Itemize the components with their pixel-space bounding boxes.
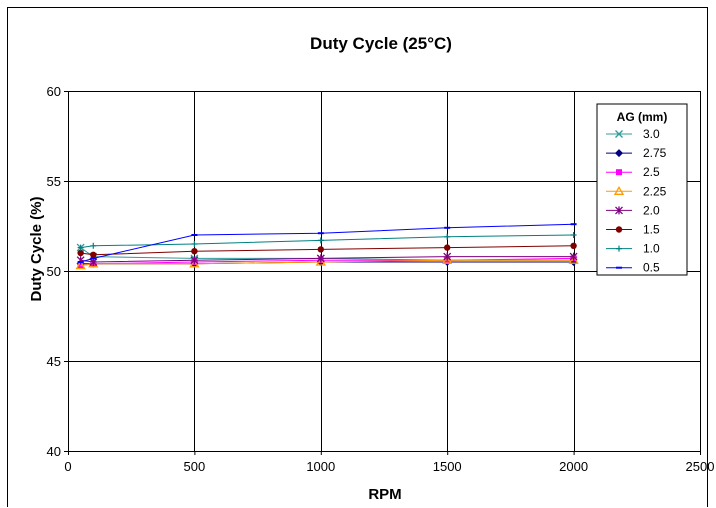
legend-entry: 2.25 [606, 184, 667, 198]
data-point [444, 244, 451, 251]
data-point [443, 252, 452, 261]
legend-label: 2.0 [643, 203, 660, 217]
x-tick-label: 2500 [686, 459, 715, 474]
legend-entry: 1.0 [606, 242, 660, 256]
data-point [75, 260, 86, 270]
legend: AG (mm) 3.0 2.75 2.5 2.25 2.0 1.5 1.0 0.5 [596, 103, 688, 276]
x-axis-title: RPM [368, 486, 401, 503]
legend-marker [615, 226, 623, 233]
data-point [189, 258, 200, 268]
legend-entry: 3.0 [606, 127, 660, 141]
data-point [442, 254, 453, 264]
legend-label: 0.5 [643, 261, 660, 275]
data-point [569, 252, 578, 261]
legend-entries: 3.0 2.75 2.5 2.25 2.0 1.5 1.0 0.5 [606, 127, 667, 275]
series-1.0 [77, 232, 577, 251]
legend-entry: 0.5 [606, 261, 660, 275]
y-tick-label: 45 [47, 354, 61, 369]
data-point [191, 241, 198, 247]
legend-entry: 2.75 [606, 146, 667, 160]
y-tick-label: 40 [47, 444, 61, 459]
data-point [190, 256, 199, 265]
legend-marker [615, 130, 623, 138]
legend-entry: 2.5 [606, 165, 660, 179]
series-line [80, 256, 574, 263]
legend-label: 1.5 [643, 223, 660, 237]
data-point [570, 242, 577, 249]
legend-label: 3.0 [643, 127, 660, 141]
data-point [77, 244, 84, 251]
data-point [317, 246, 324, 253]
y-tick-label: 55 [47, 174, 61, 189]
x-tick-label: 0 [64, 459, 71, 474]
series-1.5 [77, 242, 577, 258]
x-tick-label: 2000 [559, 459, 588, 474]
series-layer [75, 223, 579, 270]
legend-marker [613, 185, 625, 195]
legend-marker [616, 245, 622, 252]
legend-label: 2.5 [643, 165, 660, 179]
legend-title: AG (mm) [617, 110, 668, 124]
legend-label: 1.0 [643, 242, 660, 256]
legend-marker [616, 169, 622, 176]
data-point [90, 242, 97, 249]
data-point [444, 233, 451, 240]
data-point [90, 251, 97, 258]
chart-title: Duty Cycle (25°C) [310, 34, 452, 53]
data-point [568, 254, 579, 264]
legend-marker [615, 206, 623, 215]
y-tick-label: 60 [47, 84, 61, 99]
data-point [315, 256, 326, 266]
legend-entry: 2.0 [606, 203, 660, 217]
data-point [570, 232, 577, 238]
y-tick-label: 50 [47, 264, 61, 279]
axes [64, 91, 700, 455]
data-point [316, 254, 325, 263]
data-point [191, 248, 198, 255]
series-2.0 [76, 252, 578, 266]
x-tick-label: 1000 [306, 459, 335, 474]
legend-box [596, 103, 688, 276]
gridlines [68, 91, 701, 451]
legend-label: 2.75 [643, 146, 667, 160]
legend-entry: 1.5 [606, 223, 660, 237]
series-0.5 [77, 223, 577, 263]
data-point [77, 249, 84, 257]
x-tick-label: 500 [184, 459, 206, 474]
x-tick-label: 1500 [433, 459, 462, 474]
legend-marker [615, 149, 623, 158]
y-axis-title: Duty Cycle (%) [28, 196, 45, 301]
legend-label: 2.25 [643, 184, 667, 198]
tick-labels: 0 500 1000 1500 2000 2500 40 45 50 55 60 [47, 84, 715, 474]
data-point [317, 237, 324, 244]
